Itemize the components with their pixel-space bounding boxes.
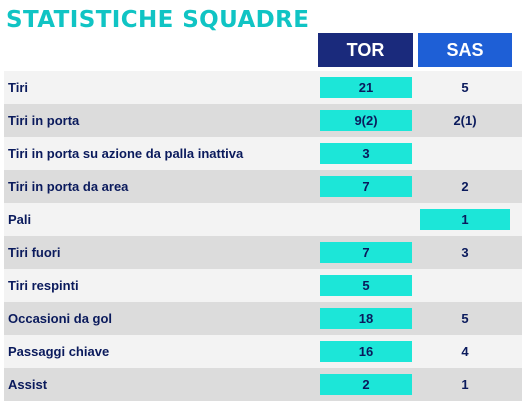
stat-row: Pali 1 xyxy=(4,203,522,236)
stat-row: Occasioni da gol 18 5 xyxy=(4,302,522,335)
stat-label: Tiri fuori xyxy=(8,245,61,260)
tor-value xyxy=(320,209,412,230)
sas-value xyxy=(420,275,510,296)
stats-table: Tiri 21 5 Tiri in porta 9(2) 2(1) Tiri i… xyxy=(4,71,522,401)
stat-row: Tiri 21 5 xyxy=(4,71,522,104)
tor-value: 18 xyxy=(320,308,412,329)
stat-row: Tiri fuori 7 3 xyxy=(4,236,522,269)
team-header-tor: TOR xyxy=(318,33,413,67)
stat-label: Tiri in porta da area xyxy=(8,179,129,194)
tor-value: 2 xyxy=(320,374,412,395)
sas-value: 5 xyxy=(461,311,469,326)
page-title: STATISTICHE SQUADRE xyxy=(6,7,310,33)
tor-value: 7 xyxy=(320,242,412,263)
sas-value: 2 xyxy=(461,179,469,194)
stat-row: Tiri respinti 5 xyxy=(4,269,522,302)
sas-value: 1 xyxy=(461,377,469,392)
tor-value: 3 xyxy=(320,143,412,164)
sas-value: 4 xyxy=(461,344,469,359)
sas-value: 5 xyxy=(461,80,469,95)
sas-value xyxy=(420,143,510,164)
stat-label: Passaggi chiave xyxy=(8,344,110,359)
sas-value: 2(1) xyxy=(453,113,477,128)
team-header-sas: SAS xyxy=(418,33,512,67)
tor-value: 7 xyxy=(320,176,412,197)
stat-label: Pali xyxy=(8,212,32,227)
stat-row: Tiri in porta su azione da palla inattiv… xyxy=(4,137,522,170)
tor-value: 16 xyxy=(320,341,412,362)
stat-row: Tiri in porta da area 7 2 xyxy=(4,170,522,203)
tor-value: 9(2) xyxy=(320,110,412,131)
stat-label: Tiri in porta su azione da palla inattiv… xyxy=(8,146,244,161)
stat-label: Tiri respinti xyxy=(8,278,79,293)
sas-value: 1 xyxy=(420,209,510,230)
stat-row: Assist 2 1 xyxy=(4,368,522,401)
tor-value: 21 xyxy=(320,77,412,98)
tor-value: 5 xyxy=(320,275,412,296)
stat-label: Tiri in porta xyxy=(8,113,80,128)
sas-value: 3 xyxy=(461,245,469,260)
stat-label: Assist xyxy=(8,377,48,392)
stat-row: Tiri in porta 9(2) 2(1) xyxy=(4,104,522,137)
stat-label: Occasioni da gol xyxy=(8,311,113,326)
stat-row: Passaggi chiave 16 4 xyxy=(4,335,522,368)
stat-label: Tiri xyxy=(8,80,28,95)
